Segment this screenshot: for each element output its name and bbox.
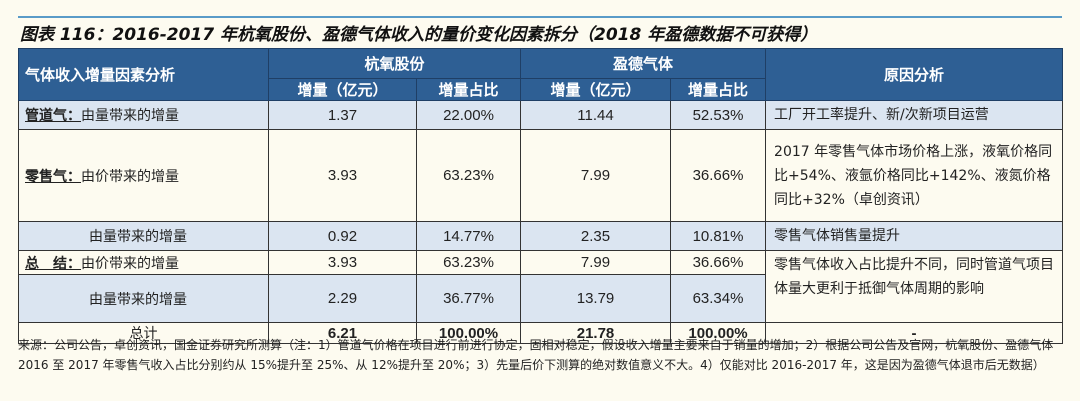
header-reason: 原因分析 (765, 48, 1064, 101)
cell: 14.77% (415, 221, 522, 251)
row-desc: 由量带来的增量 (18, 221, 269, 251)
table-row: 由量带来的增量 2.29 36.77% 13.79 63.34% (18, 274, 1063, 323)
row-desc: 由价带来的增量 (81, 168, 179, 185)
cell: 100.00% (670, 322, 767, 344)
cell: - (765, 322, 1064, 344)
row-category: 管道气： (25, 108, 81, 124)
cell: 2.35 (520, 221, 672, 251)
cell: 63.23% (415, 129, 522, 222)
cell: 7.99 (520, 250, 672, 275)
header-inc: 增量（亿元） (520, 78, 672, 101)
row-label: 总 结：由价带来的增量 (18, 250, 269, 275)
reason-cell: 工厂开工率提升、新/次新项目运营 (765, 100, 1064, 130)
cell: 63.23% (415, 250, 522, 275)
header-company2: 盈德气体 (520, 48, 767, 79)
cell: 3.93 (268, 129, 417, 222)
table-row: 零售气：由价带来的增量 3.93 63.23% 7.99 36.66% 2017… (18, 129, 1064, 222)
row-label: 零售气：由价带来的增量 (18, 129, 269, 222)
cell: 36.66% (670, 129, 767, 222)
row-desc: 由量带来的增量 (81, 108, 179, 124)
total-row: 总计 6.21 100.00% 21.78 100.00% - (18, 322, 1064, 344)
gas-revenue-table: 气体收入增量因素分析 杭氧股份 盈德气体 原因分析 增量（亿元） 增量占比 增量… (18, 48, 1064, 344)
total-label: 总计 (18, 322, 269, 344)
cell: 7.99 (520, 129, 672, 222)
header-company1: 杭氧股份 (267, 48, 522, 79)
table-row: 总 结：由价带来的增量 3.93 63.23% 7.99 36.66% 零售气体… (18, 250, 1064, 323)
row-desc: 由量带来的增量 (18, 274, 269, 323)
cell: 13.79 (520, 274, 672, 323)
header-share: 增量占比 (670, 78, 767, 101)
row-desc: 由价带来的增量 (81, 255, 179, 272)
cell: 52.53% (670, 100, 767, 130)
figure-title: 图表 116：2016-2017 年杭氧股份、盈德气体收入的量价变化因素拆分（2… (20, 25, 818, 45)
cell: 22.00% (415, 100, 522, 130)
header-factor: 气体收入增量因素分析 (18, 48, 269, 101)
reason-cell: 零售气体销售量提升 (765, 221, 1064, 251)
cell: 11.44 (520, 100, 672, 130)
cell: 100.00% (415, 322, 522, 344)
cell: 1.37 (268, 100, 417, 130)
cell: 21.78 (520, 322, 672, 344)
table-row: 管道气：由量带来的增量 1.37 22.00% 11.44 52.53% 工厂开… (18, 100, 1064, 130)
reason-cell: 零售气体收入占比提升不同，同时管道气项目体量大更利于抵御气体周期的影响 (765, 250, 1064, 323)
cell: 6.21 (268, 322, 417, 344)
cell: 63.34% (670, 274, 767, 323)
row-category: 总 结： (25, 255, 81, 272)
cell: 2.29 (268, 274, 417, 323)
row-category: 零售气： (25, 168, 81, 185)
cell: 36.77% (415, 274, 522, 323)
cell: 36.66% (670, 250, 767, 275)
header-inc: 增量（亿元） (268, 78, 417, 101)
cell: 3.93 (268, 250, 417, 275)
cell: 10.81% (670, 221, 767, 251)
header-share: 增量占比 (415, 78, 522, 101)
table-row: 由量带来的增量 0.92 14.77% 2.35 10.81% 零售气体销售量提… (18, 221, 1064, 251)
cell: 0.92 (268, 221, 417, 251)
row-label: 管道气：由量带来的增量 (18, 100, 269, 130)
title-rule (18, 16, 1062, 18)
source-note: 来源：公司公告，卓创资讯，国金证券研究所测算（注：1）管道气价格在项目进行前进行… (18, 338, 1054, 372)
reason-cell: 2017 年零售气体市场价格上涨，液氧价格同比+54%、液氩价格同比+142%、… (765, 129, 1064, 222)
